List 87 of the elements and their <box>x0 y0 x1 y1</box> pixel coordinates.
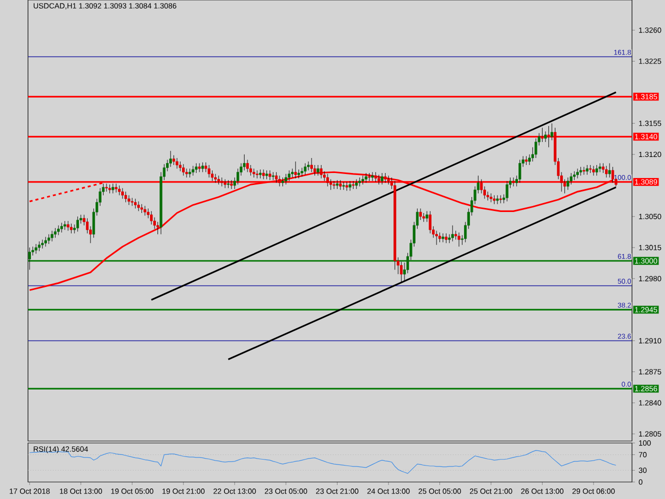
candlestick <box>326 174 329 187</box>
candlestick <box>54 228 57 238</box>
candlestick <box>192 166 194 176</box>
candlestick <box>38 241 41 252</box>
candlestick <box>201 162 204 172</box>
candlestick <box>518 159 522 184</box>
candlestick <box>150 210 153 225</box>
candlestick <box>458 232 460 247</box>
candlestick <box>378 174 380 185</box>
candlestick <box>310 158 313 172</box>
candlestick <box>278 175 281 187</box>
candlestick <box>419 208 422 220</box>
candlestick <box>576 168 579 179</box>
candlestick <box>214 174 217 184</box>
candlestick <box>70 223 73 234</box>
candlestick <box>339 180 342 190</box>
candlestick <box>540 128 544 142</box>
candlestick <box>582 166 586 176</box>
candlestick <box>118 185 121 196</box>
candlestick <box>156 222 160 234</box>
candlestick <box>374 172 377 182</box>
candlestick <box>506 180 508 202</box>
candlestick <box>60 222 63 233</box>
candlestick <box>300 167 304 177</box>
candlestick <box>512 177 515 187</box>
candlestick <box>371 172 374 182</box>
candlestick <box>57 225 60 236</box>
candlestick <box>380 172 384 185</box>
candlestick <box>275 172 278 184</box>
candlestick <box>48 234 50 244</box>
candlestick <box>602 163 604 174</box>
candlestick <box>320 164 323 179</box>
candlestick <box>182 164 185 176</box>
candlestick <box>34 244 38 254</box>
candlestick <box>444 233 448 244</box>
candlestick <box>355 178 358 190</box>
candlestick <box>490 193 492 203</box>
candlestick <box>547 126 550 148</box>
candlestick <box>284 174 288 185</box>
candlestick <box>178 161 182 172</box>
candlestick <box>50 230 54 242</box>
candlestick <box>451 225 454 242</box>
candlestick <box>586 164 588 176</box>
candlestick <box>442 233 444 242</box>
candlestick <box>176 158 178 169</box>
candlestick <box>348 180 352 192</box>
candlestick <box>169 150 172 168</box>
candlestick <box>566 177 570 190</box>
candlestick <box>124 191 128 203</box>
candlestick <box>268 170 272 180</box>
candlestick <box>438 232 442 242</box>
candlestick <box>605 166 608 178</box>
candlestick <box>128 194 130 206</box>
candlestick <box>144 206 146 216</box>
candlestick <box>428 210 432 234</box>
candlestick <box>598 163 602 172</box>
candlestick <box>435 230 438 246</box>
candlestick <box>592 166 595 176</box>
candlestick <box>121 188 124 200</box>
candlestick <box>364 172 368 184</box>
candlestick <box>66 220 70 231</box>
candlestick <box>76 216 79 232</box>
candlestick <box>332 180 336 190</box>
candlestick <box>105 183 108 192</box>
candlestick <box>304 163 306 176</box>
candlestick <box>384 172 387 184</box>
candlestick <box>112 183 114 194</box>
candlestick <box>611 166 614 184</box>
candlestick <box>316 164 320 176</box>
candlestick <box>400 262 403 282</box>
candlestick <box>595 164 598 176</box>
candlestick <box>426 210 428 222</box>
candlestick <box>224 178 226 188</box>
candlestick <box>294 161 297 179</box>
candlestick <box>288 170 290 182</box>
candlestick <box>387 175 390 185</box>
candlestick <box>137 201 140 212</box>
candlestick <box>172 155 176 166</box>
candlestick <box>208 164 210 178</box>
candlestick <box>198 163 201 172</box>
candlestick <box>496 194 499 204</box>
candlestick <box>230 180 233 190</box>
candlestick <box>608 163 611 178</box>
candlestick <box>262 169 265 180</box>
candlestick <box>44 236 47 247</box>
candlestick <box>194 163 198 174</box>
candlestick <box>134 198 137 209</box>
